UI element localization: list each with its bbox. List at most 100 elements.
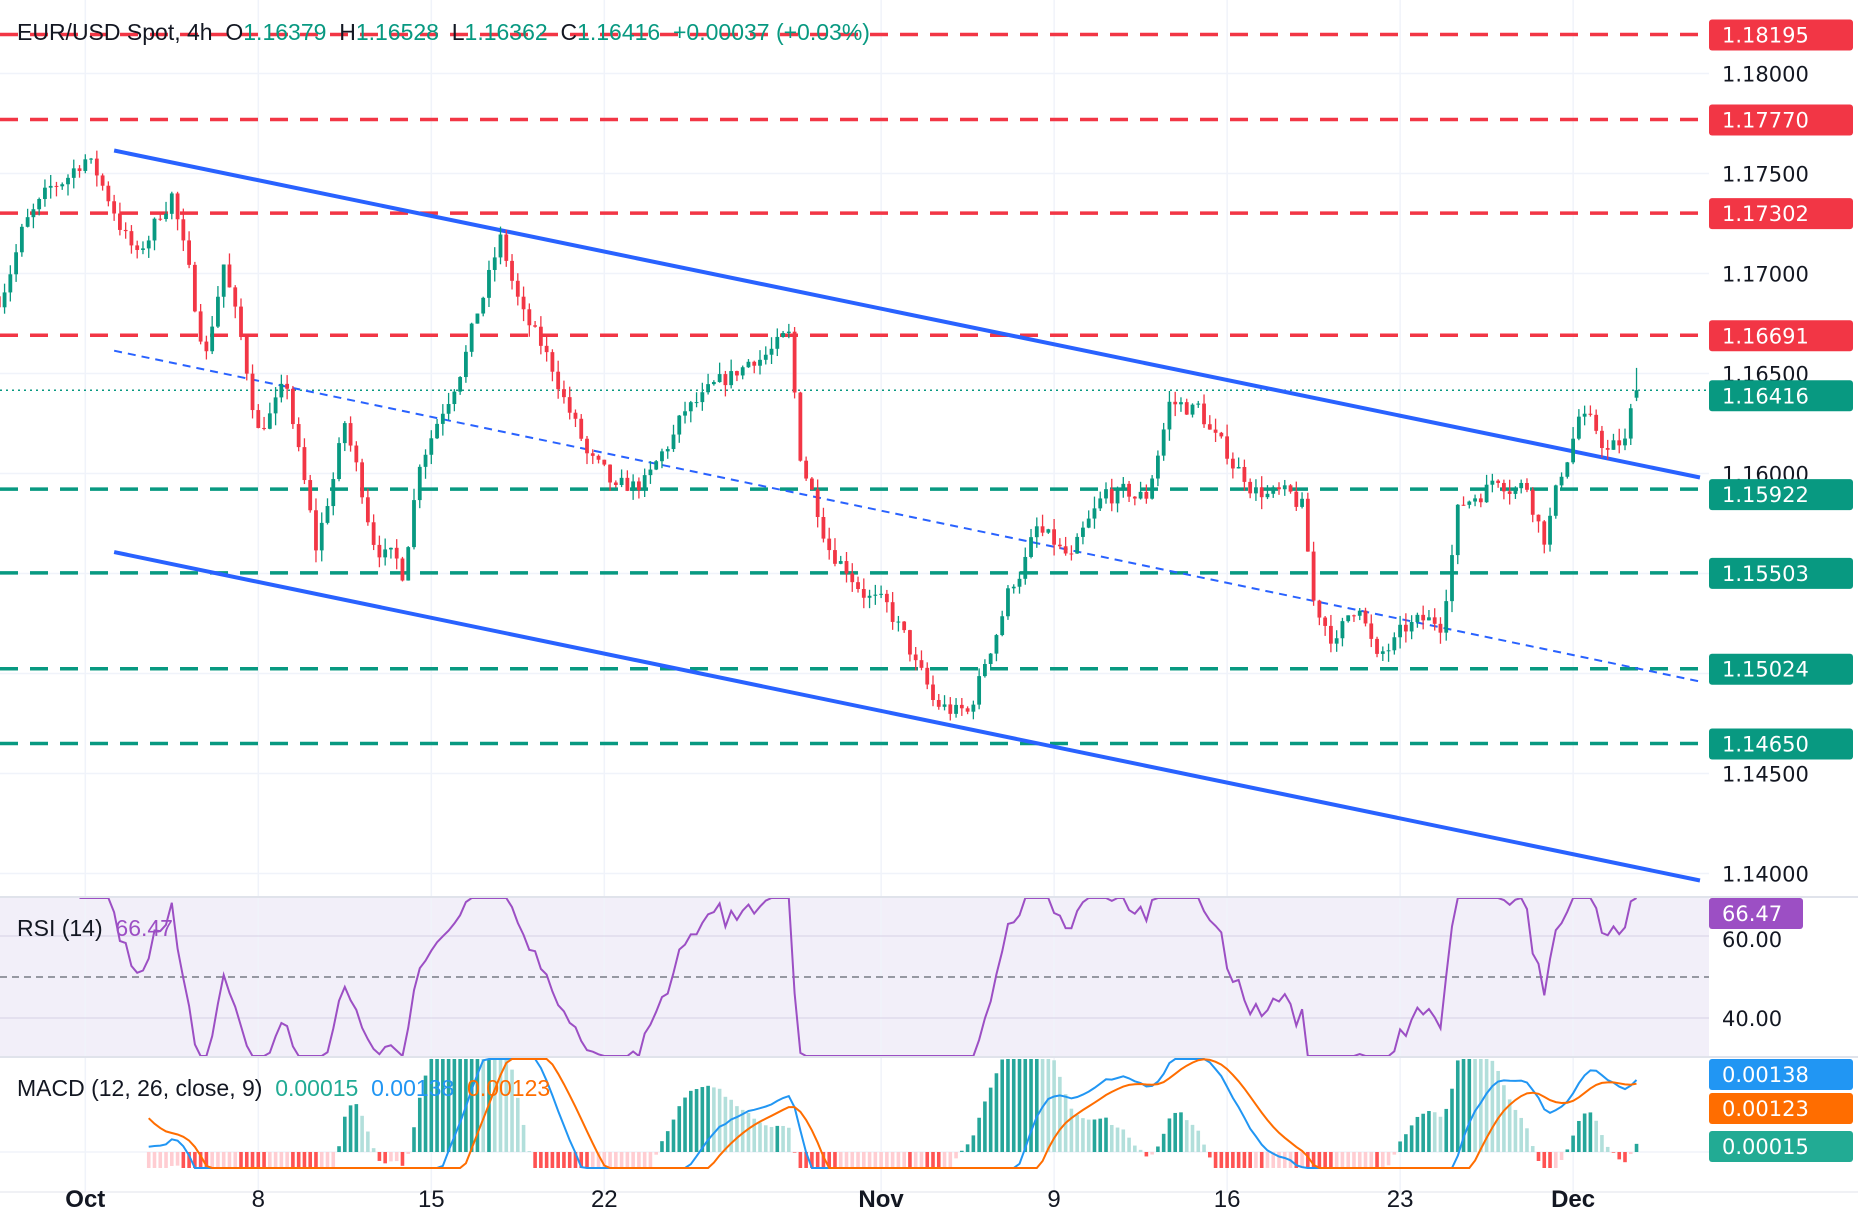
candle-body [1294, 491, 1299, 507]
candle-body [1052, 529, 1056, 545]
macd-histogram-bar [498, 1059, 503, 1152]
candle-body [1138, 491, 1143, 499]
candle-body [515, 280, 520, 297]
candle-body [1225, 436, 1229, 459]
candle-body [631, 481, 636, 491]
high-value: 1.16528 [355, 19, 439, 45]
macd-histogram-bar [614, 1152, 618, 1168]
candle-body [1553, 485, 1558, 516]
macd-histogram-bar [936, 1152, 941, 1168]
macd-histogram-bar [908, 1152, 912, 1168]
macd-histogram-bar [556, 1152, 560, 1168]
candle-body [735, 371, 739, 376]
macd-histogram-bar [175, 1152, 180, 1166]
macd-histogram-bar [308, 1152, 312, 1168]
channel-line [113, 148, 1701, 480]
macd-histogram-bar [1208, 1152, 1212, 1158]
symbol-title[interactable]: EUR/USD Spot, 4h [17, 19, 213, 45]
candle-body [861, 588, 866, 598]
trend-channel[interactable] [113, 148, 1701, 883]
macd-histogram-bar [1513, 1109, 1518, 1152]
candle-body [550, 352, 555, 372]
candle-body [752, 361, 757, 366]
rsi-legend: RSI (14) 66.47 [17, 915, 173, 942]
macd-histogram-bar [798, 1152, 803, 1168]
macd-histogram-bar [585, 1152, 589, 1168]
close-label: C [560, 19, 578, 45]
candle-body [1075, 536, 1080, 554]
candle-body [890, 602, 895, 622]
resistance-price-tag: 1.17770 [1722, 109, 1809, 133]
macd-histogram-bar [1346, 1152, 1350, 1168]
macd-histogram-bar [902, 1152, 906, 1168]
candle-body [1340, 621, 1345, 639]
macd-histogram-bar [348, 1105, 353, 1152]
candle-body [977, 676, 982, 705]
open-label: O [225, 19, 244, 45]
candle-body [983, 663, 987, 677]
macd-histogram-bar [285, 1152, 289, 1168]
macd-histogram-bar [1409, 1125, 1414, 1152]
candle-body [988, 653, 993, 664]
candle-body [400, 558, 405, 581]
candle-body [383, 549, 388, 558]
macd-histogram-bar [1075, 1114, 1079, 1152]
candle-body [844, 561, 849, 574]
candle-body [348, 423, 353, 446]
macd-histogram-bar [256, 1152, 261, 1168]
candle-body [763, 354, 768, 360]
candle-body [954, 704, 958, 714]
rsi-label[interactable]: RSI (14) [17, 915, 103, 941]
candle-body [1184, 402, 1189, 415]
time-axis[interactable]: Oct 8 15 22 Nov 9 16 23 Dec [0, 1186, 1858, 1213]
macd-histogram-bar [1334, 1152, 1339, 1168]
candle-body [648, 469, 653, 476]
candle-body [792, 331, 797, 393]
candle-body [959, 704, 964, 709]
signal-value-tag-bg [1709, 1093, 1853, 1124]
macd-histogram-bar [516, 1097, 520, 1152]
candle-body [815, 489, 820, 517]
macd-histogram-bar [1306, 1152, 1310, 1168]
macd-histogram-bar [1392, 1152, 1397, 1155]
candle-body [1150, 478, 1155, 499]
time-tick-label: 23 [1387, 1186, 1414, 1213]
candle-body [590, 453, 595, 456]
macd-histogram-bar [1490, 1060, 1495, 1152]
candle-body [867, 595, 872, 598]
candle-body [1161, 429, 1166, 456]
macd-histogram-bar [856, 1152, 860, 1168]
macd-histogram-bar [262, 1152, 266, 1168]
macd-histogram-bar [925, 1152, 930, 1168]
candle-body [1081, 527, 1085, 537]
macd-histogram-bar [1438, 1116, 1443, 1152]
candle-body [31, 209, 36, 218]
macd-histogram-bar [948, 1152, 953, 1168]
macd-histogram-bar [244, 1152, 249, 1168]
macd-histogram-bar [1242, 1152, 1247, 1168]
candle-body [1398, 624, 1402, 638]
macd-histogram-bar [366, 1131, 370, 1152]
macd-histogram-bar [521, 1124, 526, 1152]
macd-histogram-bar [1340, 1152, 1345, 1168]
macd-histogram-bar [1502, 1085, 1506, 1152]
candle-body [412, 500, 416, 548]
macd-histogram-bar [1577, 1120, 1581, 1152]
macd-histogram-bar [821, 1152, 826, 1168]
candle-body [164, 213, 168, 220]
macd-label[interactable]: MACD (12, 26, close, 9) [17, 1075, 263, 1101]
candle-body [360, 462, 364, 498]
macd-histogram-bar [1081, 1118, 1085, 1152]
candle-body [435, 423, 439, 439]
price-tick-label: 1.14500 [1722, 763, 1809, 787]
macd-histogram-bar [1427, 1111, 1431, 1152]
price-tick-label: 1.14000 [1722, 863, 1809, 887]
candle-body [1213, 429, 1218, 433]
resistance-price-tag-bg [1709, 320, 1853, 352]
candles [0, 150, 1639, 721]
macd-histogram-bar [827, 1152, 831, 1168]
resistance-price-tag-bg [1709, 104, 1853, 136]
macd-histogram-bar [833, 1152, 837, 1168]
candle-body [1467, 501, 1472, 505]
